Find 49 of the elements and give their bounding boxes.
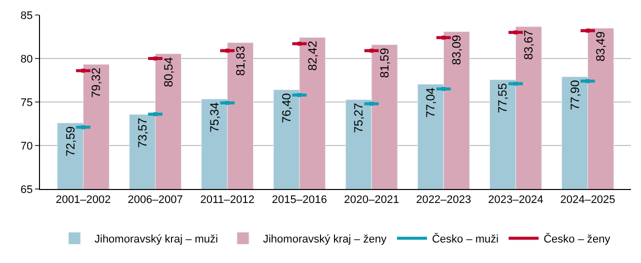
y-tick-label: 80 <box>20 53 33 66</box>
x-tick-label: 2020–2021 <box>344 194 400 206</box>
data-label: 82,42 <box>305 40 320 71</box>
y-tick-label: 85 <box>20 10 33 22</box>
x-tick-label: 2015–2016 <box>272 194 327 206</box>
x-tick-label: 2022–2023 <box>416 194 472 206</box>
x-tick-label: 2024–2025 <box>560 194 616 206</box>
point <box>370 102 374 106</box>
data-label: 77,55 <box>496 82 510 114</box>
data-label: 77,04 <box>424 87 438 118</box>
data-label: 83,09 <box>450 34 464 65</box>
point <box>225 48 230 53</box>
x-tick-label: 2001–2002 <box>56 194 111 206</box>
data-label: 75,34 <box>207 102 222 132</box>
x-tick-label: 2011–2012 <box>200 194 255 206</box>
point <box>586 79 590 84</box>
data-label: 83,49 <box>594 31 608 62</box>
data-label: 79,32 <box>89 67 104 98</box>
data-label: 83,67 <box>522 30 536 60</box>
data-label: 80,54 <box>161 56 176 88</box>
y-tick-label: 65 <box>20 184 33 196</box>
x-tick-label: 2023–2024 <box>488 194 544 206</box>
point <box>442 86 446 91</box>
data-label: 81,59 <box>378 48 392 78</box>
data-label: 76,40 <box>279 92 294 124</box>
point <box>153 112 158 116</box>
data-label: 75,27 <box>352 102 366 134</box>
x-tick-label: 2006–2007 <box>128 194 183 206</box>
point <box>81 68 86 73</box>
point <box>297 93 302 98</box>
point <box>586 28 590 33</box>
legend-label: Jihomoravský kraj – muži <box>94 234 218 246</box>
point <box>297 42 302 46</box>
legend-label: Jihomoravský kraj – ženy <box>262 234 387 246</box>
data-label: 81,83 <box>233 46 248 76</box>
y-tick-label: 75 <box>20 96 33 109</box>
data-label: 77,90 <box>568 80 582 110</box>
y-tick-label: 70 <box>20 140 33 152</box>
point <box>153 56 158 60</box>
point <box>442 36 446 40</box>
point <box>370 48 374 53</box>
data-label: 73,57 <box>135 117 150 148</box>
data-label: 72,59 <box>63 126 78 156</box>
point <box>514 30 518 34</box>
point <box>225 100 230 105</box>
legend-label: Česko – muži <box>432 232 499 246</box>
point <box>514 82 518 86</box>
point <box>81 125 86 130</box>
legend-label: Česko – ženy <box>544 232 611 246</box>
